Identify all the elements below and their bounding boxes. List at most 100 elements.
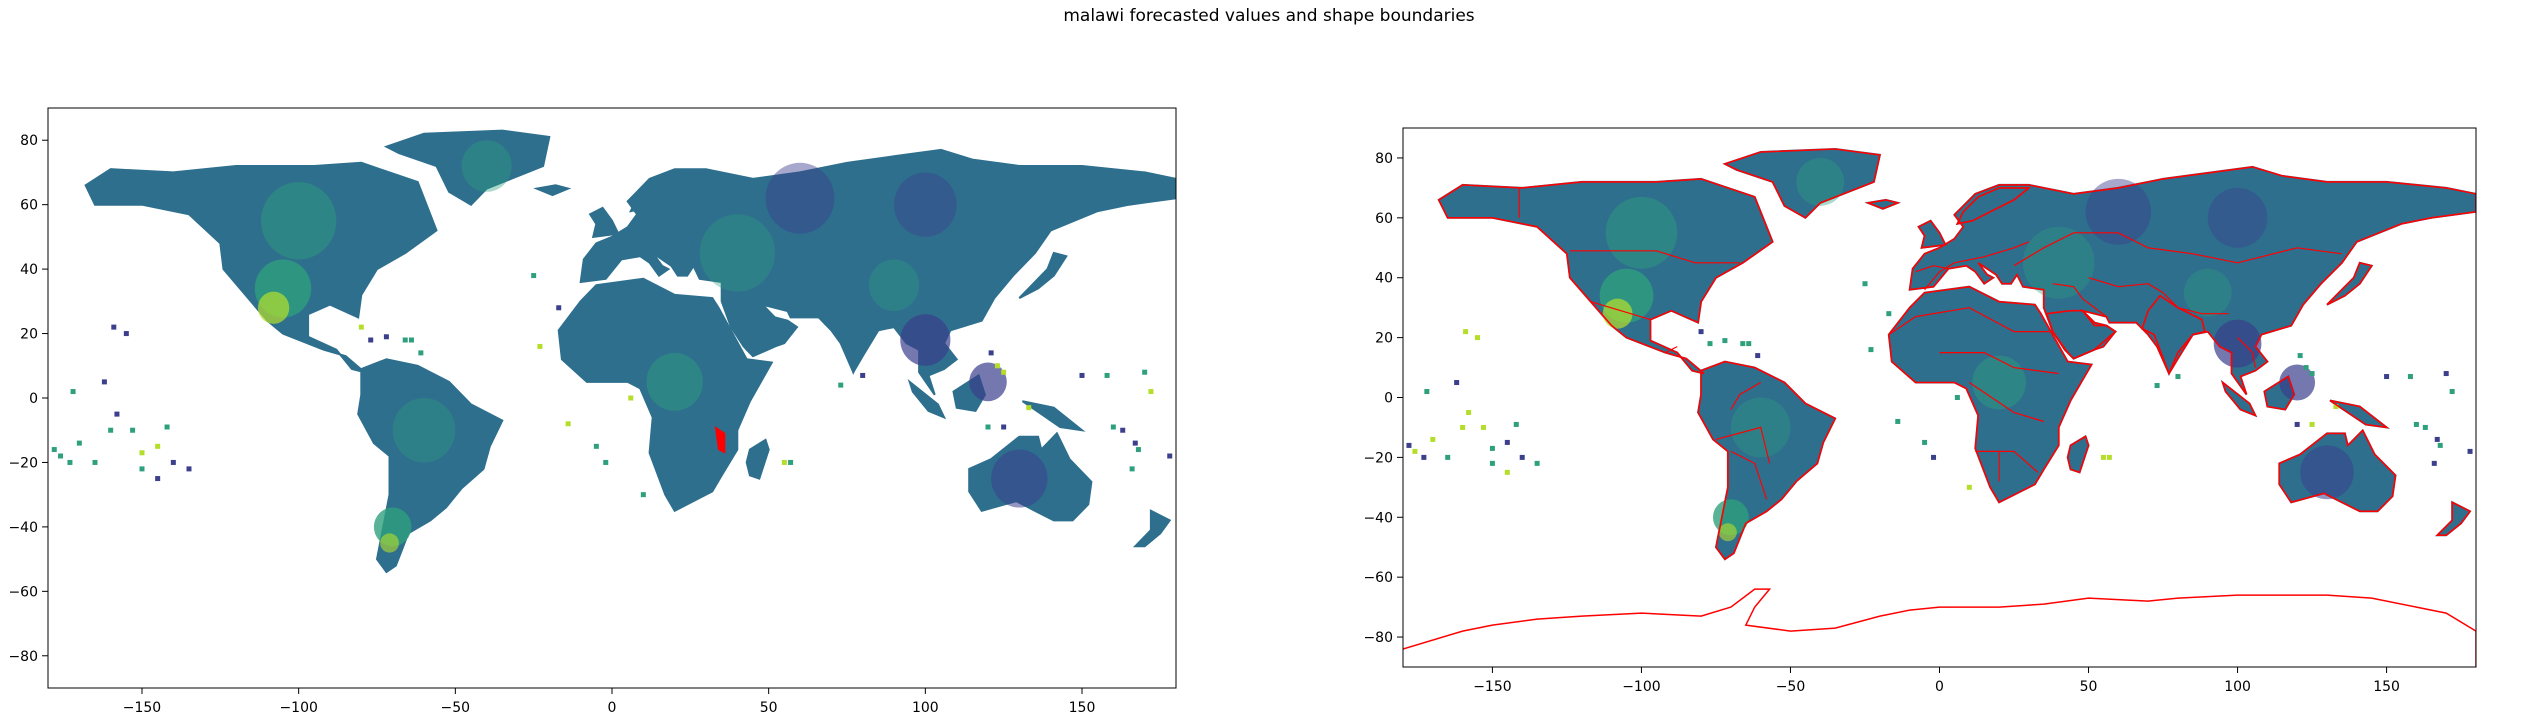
left-island-cell — [1129, 466, 1135, 472]
left-field-patch — [257, 291, 290, 324]
right-island-cell — [2413, 421, 2419, 427]
left-ytick-label: −80 — [8, 649, 38, 665]
right-country-border — [1730, 381, 1761, 410]
right-island-cell — [1463, 329, 1469, 335]
left-island-cell — [593, 443, 599, 449]
left-island-cell — [838, 382, 844, 388]
right-island-cell — [2297, 353, 2303, 359]
right-xtick-label: 150 — [2373, 679, 2400, 695]
left-island-cell — [1079, 372, 1085, 378]
left-island-cell — [1001, 424, 1007, 430]
right-heatmap — [1403, 147, 2476, 667]
left-ytick-label: 40 — [20, 262, 38, 278]
left-island-cell — [1148, 389, 1154, 395]
left-ytick-label: −20 — [8, 455, 38, 471]
right-island-cell — [1489, 445, 1495, 451]
right-boundary-antarctica — [1403, 588, 2476, 667]
left-island-cell — [58, 453, 64, 459]
right-field-patch — [1972, 355, 2026, 410]
left-island-cell — [640, 492, 646, 498]
left-island-cell — [155, 476, 161, 482]
left-field-patch — [894, 172, 957, 237]
left-island-cell — [1001, 369, 1007, 375]
right-island-cell — [1480, 424, 1486, 430]
right-boundary-northAmerica — [1437, 178, 1774, 375]
right-ytick-label: −40 — [1363, 510, 1393, 526]
left-island-cell — [1104, 372, 1110, 378]
right-island-cell — [1886, 311, 1892, 317]
right-boundary-britain — [1917, 219, 1947, 249]
right-island-cell — [2175, 374, 2181, 380]
right-country-border — [2237, 337, 2256, 368]
left-island-cell — [51, 447, 57, 453]
right-island-cell — [2431, 460, 2437, 466]
left-highlight-malawi — [714, 425, 726, 454]
left-island-cell — [130, 427, 136, 433]
right-island-cell — [1504, 469, 1510, 475]
left-island-cell — [101, 379, 107, 385]
right-country-border — [1590, 301, 1651, 321]
right-island-cell — [2100, 454, 2106, 460]
right-island-cell — [1454, 380, 1460, 386]
right-island-cell — [1504, 439, 1510, 445]
left-land-africa — [557, 277, 774, 513]
right-ytick-label: 60 — [1375, 211, 1393, 227]
right-ytick-label: 0 — [1384, 391, 1393, 407]
right-boundary-southAmerica — [1697, 360, 1837, 561]
right-land-northAmerica — [1437, 177, 1774, 375]
right-island-cell — [1424, 389, 1430, 395]
right-island-cell — [2154, 383, 2160, 389]
right-island-cell — [2422, 424, 2428, 430]
figure-suptitle: malawi forecasted values and shape bound… — [1063, 6, 1475, 26]
left-island-cell — [170, 459, 176, 465]
right-field-patch — [2085, 178, 2152, 245]
right-xtick-label: −50 — [1776, 679, 1806, 695]
left-field-patch — [646, 352, 703, 411]
left-field-patch — [969, 362, 1007, 402]
right-island-cell — [1534, 460, 1540, 466]
right-island-cell — [1954, 395, 1960, 400]
right-island-cell — [2333, 403, 2339, 409]
right-field-patch — [2183, 268, 2232, 317]
left-island-cell — [111, 324, 117, 330]
right-island-cell — [2407, 374, 2413, 380]
left-island-cell — [994, 363, 1000, 369]
right-xtick-label: 100 — [2224, 679, 2251, 695]
right-island-cell — [1740, 341, 1746, 347]
right-island-cell — [1406, 442, 1412, 448]
right-boundary-sumatra — [2221, 380, 2258, 418]
right-island-cell — [1519, 454, 1525, 460]
right-island-cell — [1421, 454, 1427, 460]
right-island-cell — [2309, 371, 2315, 377]
right-field-patch — [2207, 187, 2268, 248]
left-island-cell — [67, 459, 73, 465]
right-country-border — [1939, 352, 2059, 375]
left-ytick-label: −60 — [8, 584, 38, 600]
right-country-border — [1975, 450, 2039, 473]
left-ytick-label: 0 — [29, 391, 38, 407]
right-field-patch — [2300, 445, 2354, 500]
right-island-cell — [1931, 454, 1937, 460]
right-ytick-label: −80 — [1363, 630, 1393, 646]
left-island-cell — [1142, 369, 1148, 375]
right-field-patch — [1718, 523, 1737, 542]
right-boundaries-overlay — [1403, 148, 2476, 667]
right-island-cell — [1513, 421, 1519, 427]
right-country-border — [1888, 307, 2050, 336]
right-boundary-india — [2141, 294, 2206, 376]
left-island-cell — [556, 305, 562, 311]
left-island-cell — [114, 411, 120, 417]
left-field-patch — [392, 398, 456, 463]
right-island-cell — [1430, 436, 1436, 442]
left-land-arabia — [723, 303, 799, 358]
right-boundary-iceland — [1865, 199, 1901, 210]
right-xtick-label: −100 — [1622, 679, 1660, 695]
left-land-sumatra — [907, 379, 947, 420]
left-land-madagascar — [745, 438, 770, 480]
left-axes: −150 −100 −50 0 50 100 150 −80 −60 −40 −20 0 20 40 60 8… — [8, 107, 1177, 716]
left-land-greenland — [383, 129, 551, 206]
left-island-cell — [531, 273, 537, 279]
left-xtick-label: 50 — [760, 700, 778, 716]
right-boundary-greenland — [1722, 148, 1881, 219]
